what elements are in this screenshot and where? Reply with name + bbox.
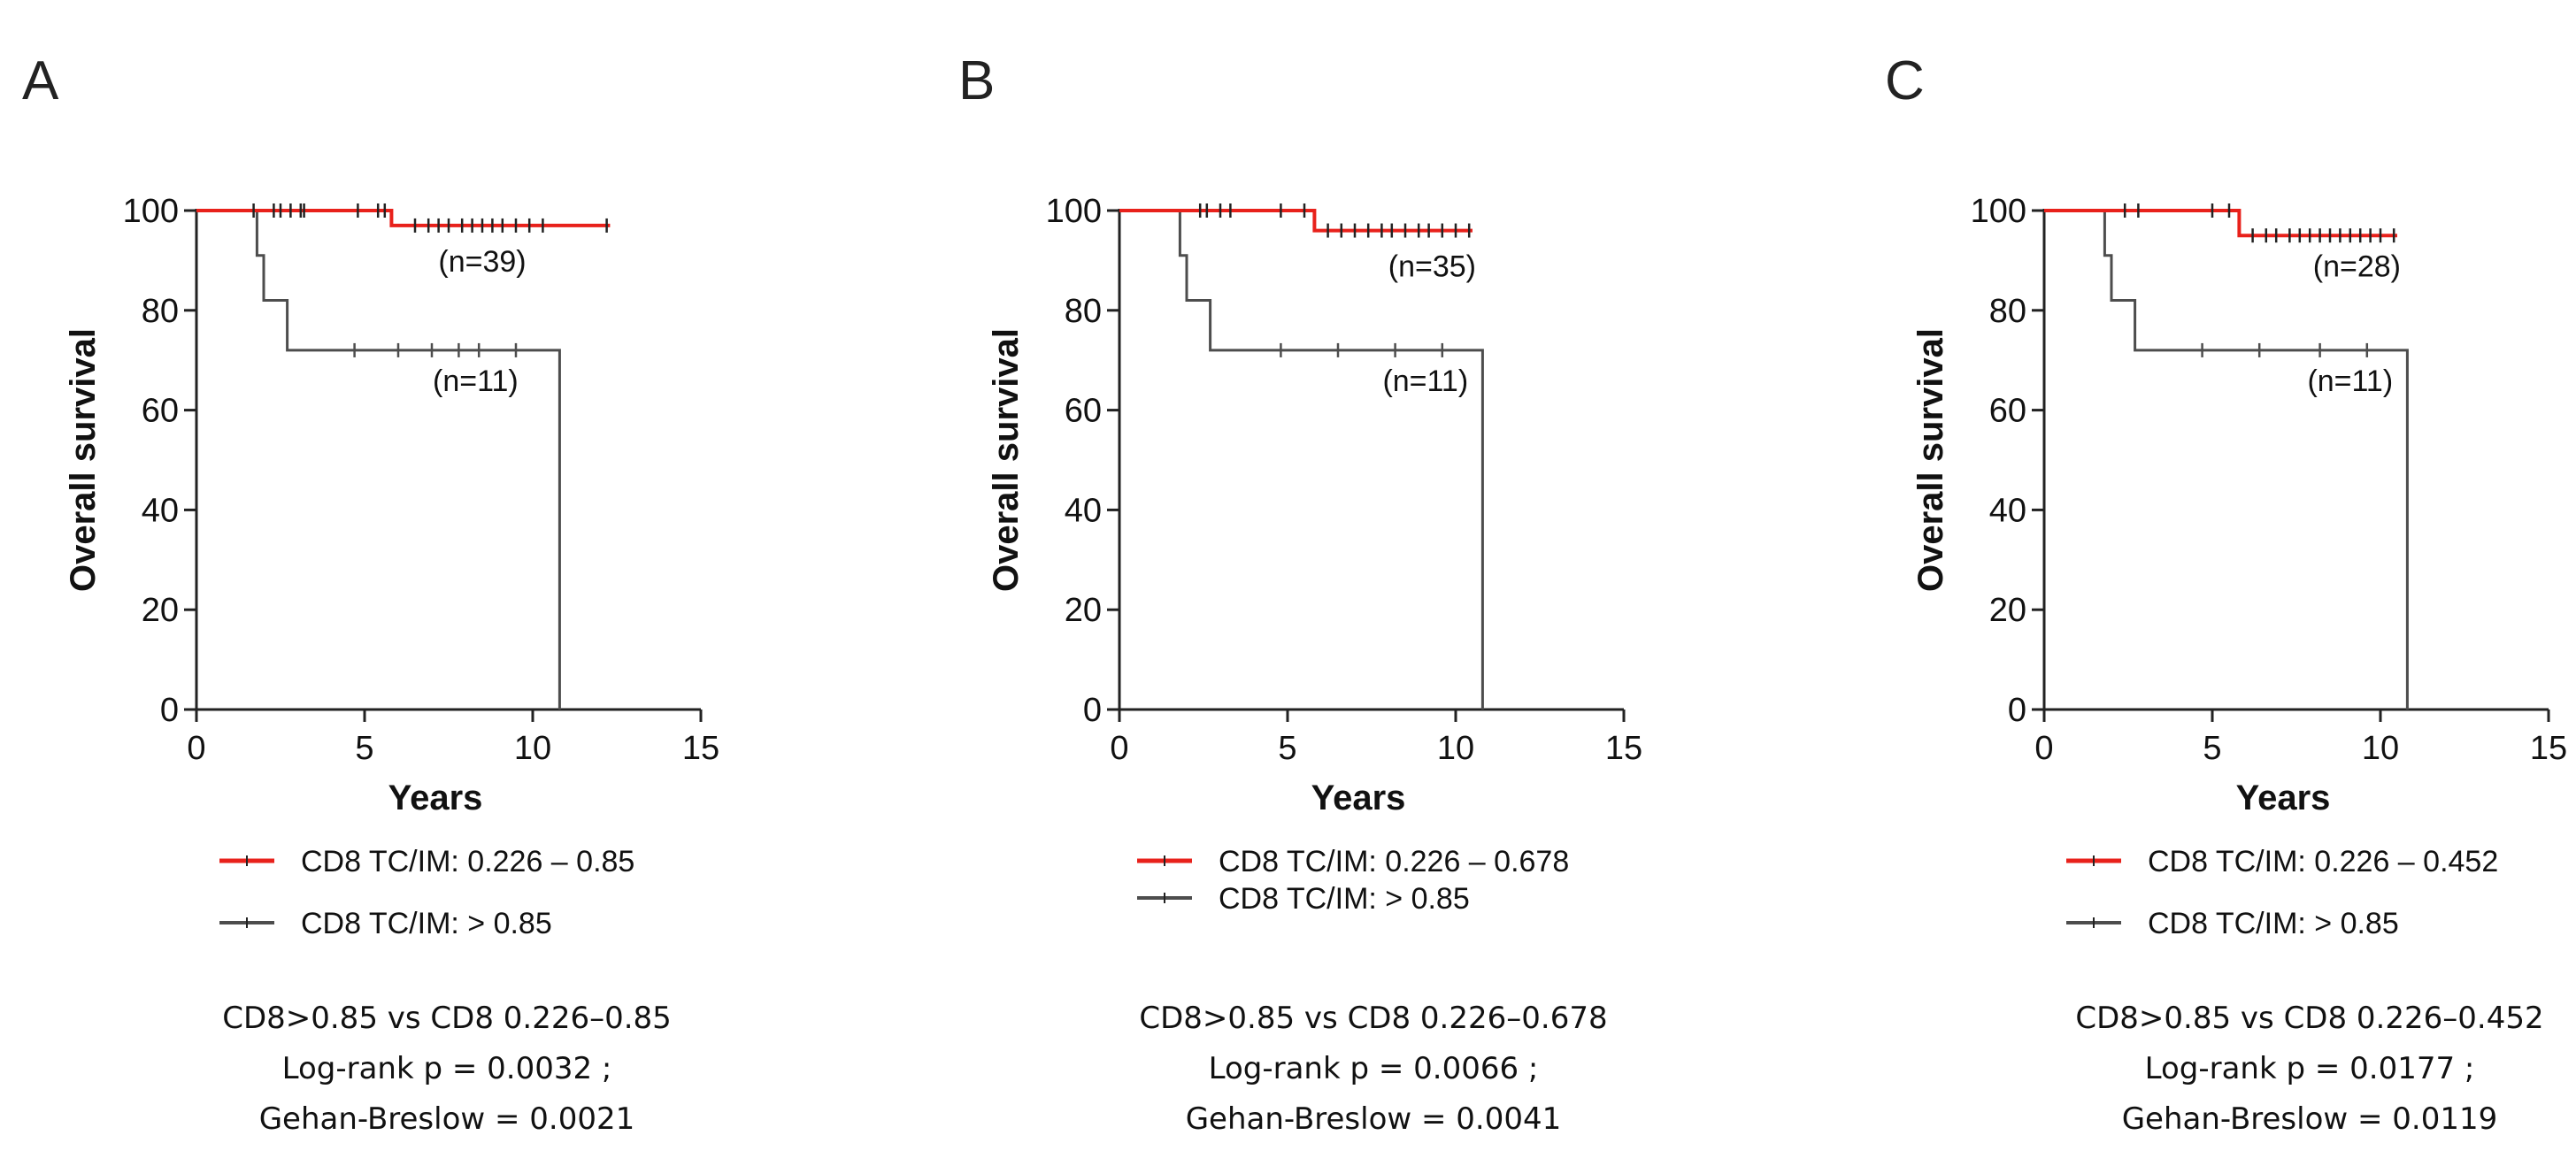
y-axis-title: Overall survival [987,328,1026,592]
y-tick-label: 20 [1989,592,2026,629]
panel-letter: A [22,50,59,111]
y-tick-label: 60 [142,393,179,430]
x-tick-label: 10 [1437,730,1474,767]
y-tick-label: 60 [1989,393,2026,430]
km-curve-high-group [2044,209,2409,710]
x-tick-label: 0 [2034,730,2053,767]
panel-letter: B [958,50,995,111]
legend-label-low-group: CD8 TC/IM: 0.226 – 0.85 [301,845,634,878]
x-tick-label: 0 [1110,730,1128,767]
km-panel-a: A 0 20 40 60 80 100 0 5 10 15 Years Overall survival… [22,50,719,1137]
legend-label-high-group: CD8 TC/IM: > 0.85 [1219,882,1470,916]
y-tick-label: 20 [142,592,179,629]
y-tick-label: 0 [2008,692,2026,729]
panel-letter: C [1885,50,1925,111]
x-axis-title: Years [388,779,483,817]
km-curve-high-group [196,209,561,710]
x-axis-title: Years [2236,779,2331,817]
km-curve-low-group [1119,203,1473,238]
y-tick-label: 60 [1065,393,1102,430]
legend: CD8 TC/IM: 0.226 – 0.452 CD8 TC/IM: > 0.8… [2066,845,2498,940]
x-tick-label: 15 [682,730,719,767]
stats-line: Gehan-Breslow = 0.0119 [2122,1101,2498,1137]
x-tick-label: 15 [2530,730,2567,767]
y-tick-label: 20 [1065,592,1102,629]
y-tick-label: 80 [142,293,179,330]
stats-line: CD8>0.85 vs CD8 0.226–0.452 [2075,1001,2543,1036]
y-tick-label: 0 [1083,692,1102,729]
survival-step-line [2044,209,2409,710]
legend: CD8 TC/IM: 0.226 – 0.85 CD8 TC/IM: > 0.85 [219,845,634,940]
legend-label-low-group: CD8 TC/IM: 0.226 – 0.452 [2148,845,2498,878]
survival-step-line [196,209,611,227]
y-tick-label: 40 [142,492,179,529]
n-label-high-group: (n=11) [433,364,519,398]
x-tick-label: 10 [2362,730,2399,767]
km-panel-b: B 0 20 40 60 80 100 0 5 10 15 Years Overall survival… [958,50,1642,1137]
km-panel-c: C 0 20 40 60 80 100 0 5 10 15 Years Overall survival… [1885,50,2567,1137]
y-tick-label: 80 [1065,293,1102,330]
survival-step-line [2044,209,2397,238]
legend-label-high-group: CD8 TC/IM: > 0.85 [2148,907,2399,940]
y-tick-label: 0 [160,692,179,729]
y-tick-label: 100 [123,193,179,230]
y-axis-title: Overall survival [1911,328,1950,592]
stats-line: Log-rank p = 0.0066 ; [1209,1051,1539,1086]
x-tick-label: 0 [187,730,205,767]
survival-step-line [1119,209,1484,710]
x-axis-title: Years [1311,779,1406,817]
n-label-low-group: (n=35) [1388,250,1476,284]
x-tick-label: 15 [1605,730,1642,767]
x-tick-label: 5 [1278,730,1296,767]
y-tick-label: 40 [1065,492,1102,529]
n-label-high-group: (n=11) [1382,364,1468,398]
stats-line: Gehan-Breslow = 0.0021 [259,1101,635,1137]
survival-step-line [196,209,561,710]
survival-step-line [1119,209,1473,233]
km-curve-high-group [1119,209,1484,710]
y-axis-title: Overall survival [64,328,103,592]
stats-line: Log-rank p = 0.0032 ; [282,1051,612,1086]
legend: CD8 TC/IM: 0.226 – 0.678 CD8 TC/IM: > 0.8… [1137,845,1569,916]
x-tick-label: 5 [355,730,373,767]
km-curve-low-group [196,203,611,233]
stats-line: CD8>0.85 vs CD8 0.226–0.678 [1139,1001,1607,1036]
legend-label-high-group: CD8 TC/IM: > 0.85 [301,907,552,940]
n-label-low-group: (n=28) [2313,250,2401,284]
x-tick-label: 10 [514,730,551,767]
x-tick-label: 5 [2203,730,2221,767]
legend-label-low-group: CD8 TC/IM: 0.226 – 0.678 [1219,845,1569,878]
stats-line: Gehan-Breslow = 0.0041 [1186,1101,1562,1137]
n-label-high-group: (n=11) [2307,364,2393,398]
y-tick-label: 80 [1989,293,2026,330]
stats-line: CD8>0.85 vs CD8 0.226–0.85 [222,1001,672,1036]
y-tick-label: 100 [1971,193,2026,230]
y-tick-label: 100 [1046,193,1102,230]
y-tick-label: 40 [1989,492,2026,529]
n-label-low-group: (n=39) [438,245,526,279]
km-curve-low-group [2044,203,2397,243]
stats-line: Log-rank p = 0.0177 ; [2145,1051,2475,1086]
